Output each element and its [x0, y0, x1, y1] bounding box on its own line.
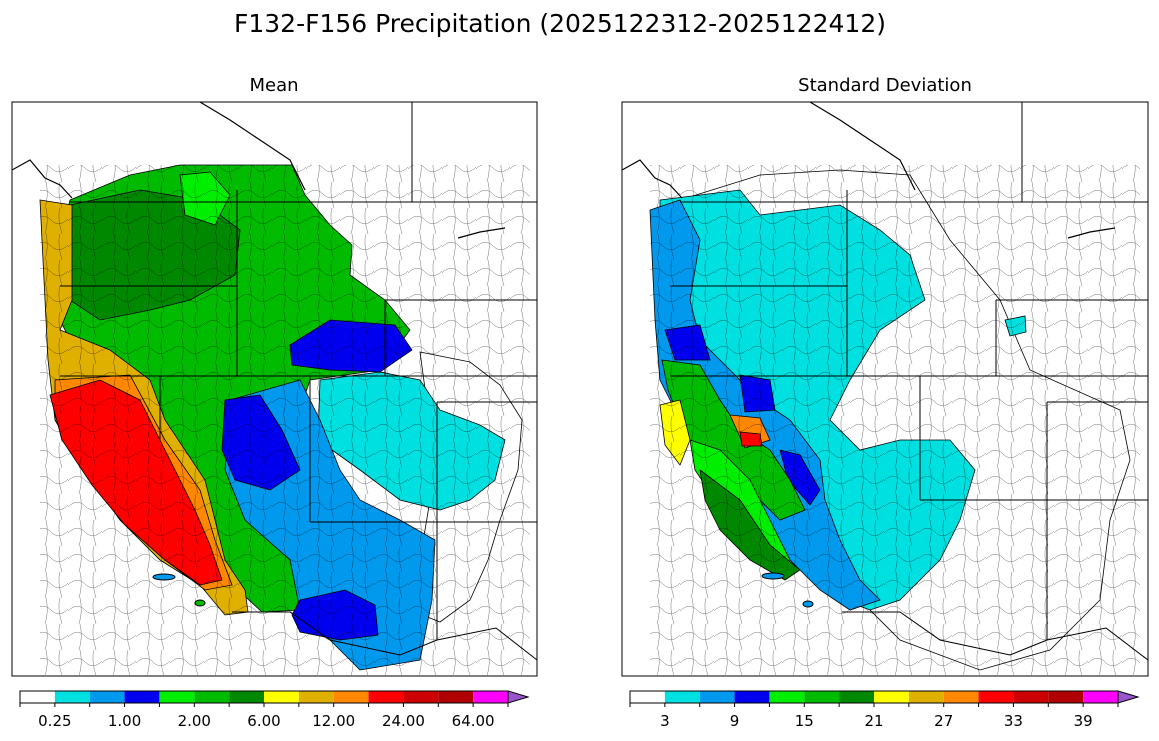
figure-title: F132-F156 Precipitation (2025122312-2025…: [234, 9, 886, 38]
coastline: [622, 102, 1116, 239]
colorbar-segment: [368, 691, 404, 703]
colorbar-segment: [438, 691, 474, 703]
colorbar-tick-label: 64.00: [452, 712, 495, 730]
colorbar-segment: [333, 691, 369, 703]
colorbar-tick-label: 21: [864, 712, 883, 730]
colorbar-segment: [734, 691, 770, 703]
colorbar-segment: [1013, 691, 1049, 703]
colorbar-tick-label: 1.00: [108, 712, 141, 730]
colorbar-tick-label: 24.00: [382, 712, 425, 730]
state-borders: [60, 102, 537, 640]
colorbar-segment: [1083, 691, 1118, 703]
basin-line-overlay: [40, 165, 530, 675]
colorbar-segment: [908, 691, 944, 703]
colorbar-segment: [124, 691, 160, 703]
colorbar-tick-label: 15: [795, 712, 814, 730]
colorbar-segment: [874, 691, 909, 703]
colorbar-segment: [839, 691, 874, 703]
colorbar-tick-label: 27: [934, 712, 953, 730]
colorbar-tick-label: 39: [1074, 712, 1093, 730]
mean-panel-title: Mean: [249, 75, 298, 96]
colorbar-segment: [699, 691, 735, 703]
colorbar-segment: [804, 691, 840, 703]
colorbar-segment: [264, 691, 299, 703]
stddev-colorbar: 3 9 15 21 27 33 39: [629, 690, 1140, 730]
colorbar-segment: [1048, 691, 1084, 703]
island-marker: [194, 599, 206, 607]
colorbar-segment: [159, 691, 195, 703]
colorbar-tick-label: 2.00: [178, 712, 211, 730]
mean-map-frame: [11, 101, 538, 677]
border-line-south: [842, 611, 1148, 661]
basin-line-overlay: [650, 165, 1140, 675]
stddev-panel: Standard Deviation: [621, 75, 1149, 730]
stddev-panel-title: Standard Deviation: [798, 75, 972, 96]
colorbar-tick-label: 6.00: [247, 712, 280, 730]
colorbar-tick-label: 33: [1004, 712, 1023, 730]
colorbar-tick-label: 12.00: [312, 712, 355, 730]
colorbar-segment: [664, 691, 700, 703]
mean-map: [12, 102, 537, 675]
colorbar-segment: [473, 691, 508, 703]
colorbar-segment: [769, 691, 805, 703]
mean-panel: Mean: [11, 75, 538, 730]
stddev-map-frame: [621, 101, 1149, 677]
colorbar-tick-label: 3: [660, 712, 670, 730]
colorbar-segment: [229, 691, 264, 703]
mean-colorbar: 0.25 1.00 2.00 6.00 12.00 24.00 64.00: [19, 690, 530, 730]
colorbar-segment: [943, 691, 979, 703]
colorbar-segment: [54, 691, 90, 703]
island-marker: [761, 572, 785, 580]
colorbar-extend-arrow: [1117, 690, 1140, 704]
island-marker: [152, 573, 176, 581]
colorbar-segment: [630, 691, 665, 703]
colorbar-segment: [403, 691, 439, 703]
colorbar-tick-label: 9: [730, 712, 740, 730]
border-line-south: [232, 611, 537, 661]
colorbar-segment: [194, 691, 230, 703]
colorbar-segment: [20, 691, 55, 703]
colorbar-segment: [978, 691, 1014, 703]
island-marker: [802, 600, 814, 608]
coastline: [12, 102, 506, 239]
colorbar-extend-arrow: [507, 690, 530, 704]
colorbar-segment: [89, 691, 125, 703]
colorbar-segment: [298, 691, 334, 703]
stddev-map: [622, 102, 1148, 675]
colorbar-tick-label: 0.25: [38, 712, 71, 730]
state-borders: [670, 102, 1148, 640]
